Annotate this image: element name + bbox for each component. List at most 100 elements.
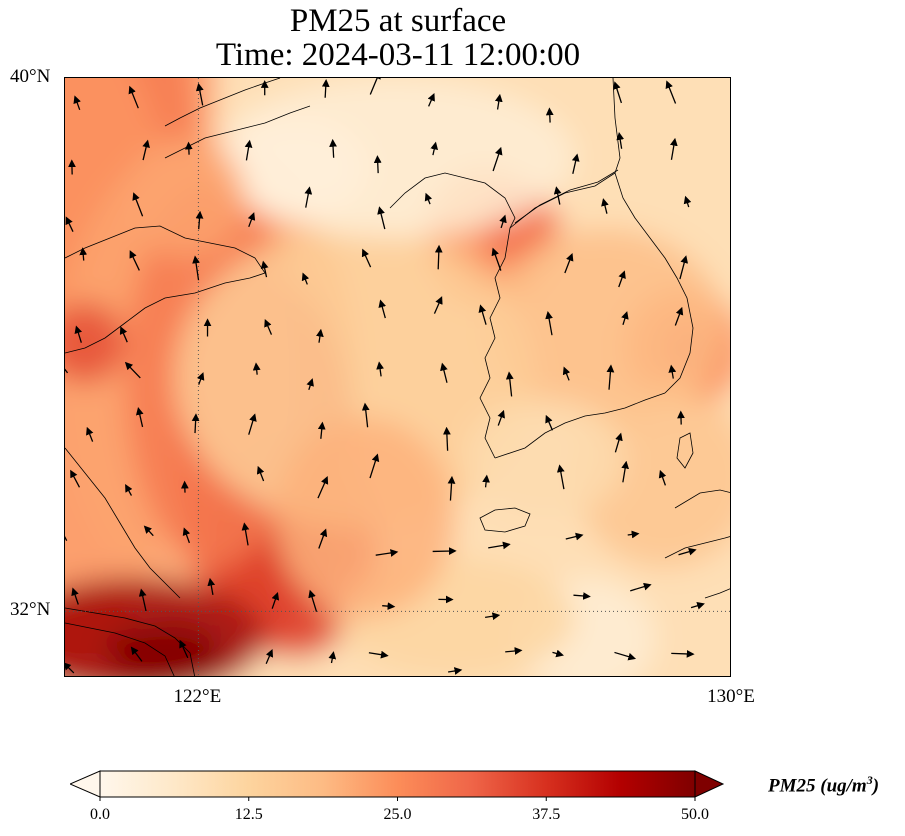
wind-arrow bbox=[553, 186, 562, 205]
wind-arrow bbox=[182, 527, 191, 544]
wind-arrow bbox=[606, 364, 615, 390]
wind-arrow bbox=[321, 79, 330, 98]
wind-arrow bbox=[497, 409, 505, 426]
wind-arrow bbox=[478, 304, 487, 325]
wind-arrow bbox=[375, 549, 399, 557]
colorbar-tick-label: 12.5 bbox=[234, 806, 263, 823]
wind-arrow bbox=[124, 361, 141, 379]
wind-arrow bbox=[264, 318, 273, 335]
wind-arrow bbox=[564, 252, 574, 274]
wind-arrow bbox=[195, 82, 204, 106]
wind-arrow bbox=[128, 85, 139, 109]
wind-arrow bbox=[614, 432, 623, 453]
wind-arrow bbox=[492, 146, 503, 172]
wind-arrow bbox=[674, 306, 684, 326]
wind-arrow bbox=[448, 667, 463, 675]
wind-arrow bbox=[668, 364, 677, 379]
colorbar-label: PM25 (ug/m3) bbox=[768, 773, 880, 797]
wind-arrow bbox=[447, 475, 456, 501]
pm25-blob bbox=[125, 138, 245, 258]
wind-arrow bbox=[135, 407, 144, 428]
wind-arrow bbox=[565, 532, 584, 541]
wind-arrow bbox=[627, 530, 640, 539]
coastline-segment bbox=[389, 172, 516, 229]
wind-arrow bbox=[378, 299, 387, 319]
wind-arrow bbox=[138, 588, 147, 612]
colorbar-tick-label: 0.0 bbox=[90, 806, 110, 823]
colorbar-tick-label: 50.0 bbox=[681, 806, 709, 823]
wind-arrow bbox=[265, 648, 274, 665]
wind-arrow bbox=[442, 426, 451, 451]
colorbar-tick-label: 37.5 bbox=[532, 806, 561, 823]
wind-arrow bbox=[377, 206, 386, 230]
coastline-segment bbox=[479, 227, 511, 459]
wind-arrow bbox=[494, 93, 503, 110]
colorbar bbox=[70, 770, 725, 801]
coastline-segment bbox=[65, 607, 196, 676]
wind-arrow bbox=[427, 92, 435, 107]
wind-arrow bbox=[613, 81, 623, 104]
wind-arrow bbox=[482, 474, 490, 488]
lat-label: 40°N bbox=[10, 66, 51, 87]
wind-arrow bbox=[143, 525, 154, 537]
wind-arrow bbox=[562, 366, 571, 381]
wind-arrow bbox=[86, 426, 94, 442]
wind-arrow bbox=[683, 195, 692, 208]
wind-arrow bbox=[382, 602, 396, 611]
wind-arrow bbox=[545, 107, 554, 123]
wind-arrow bbox=[260, 260, 269, 278]
wind-arrow bbox=[65, 662, 75, 674]
wind-vectors bbox=[65, 78, 705, 675]
wind-arrow bbox=[369, 78, 381, 95]
wind-arrow bbox=[317, 421, 326, 439]
pm25-blob bbox=[485, 228, 725, 428]
wind-arrow bbox=[318, 528, 328, 549]
coastline-segment bbox=[494, 392, 666, 459]
wind-arrow bbox=[556, 464, 565, 490]
wind-arrow bbox=[316, 328, 324, 343]
wind-arrow bbox=[65, 216, 74, 232]
wind-arrow bbox=[491, 247, 502, 271]
wind-arrow bbox=[614, 651, 637, 661]
wind-arrow bbox=[207, 577, 216, 595]
colorbar-tick-label: 25.0 bbox=[383, 806, 412, 823]
pm25-blob bbox=[175, 228, 535, 528]
wind-arrow bbox=[434, 244, 443, 270]
coastline-segment bbox=[479, 507, 531, 533]
wind-arrow bbox=[306, 378, 314, 391]
wind-arrow bbox=[70, 469, 81, 488]
wind-arrow bbox=[601, 198, 609, 214]
wind-arrow bbox=[271, 591, 280, 609]
title-line-2: Time: 2024-03-11 12:00:00 bbox=[215, 37, 581, 73]
wind-arrow bbox=[191, 413, 200, 434]
wind-arrow bbox=[678, 547, 697, 556]
colorbar-gradient bbox=[100, 771, 695, 797]
wind-arrow bbox=[196, 372, 205, 385]
wind-arrow bbox=[618, 270, 626, 288]
lat-label: 32°N bbox=[10, 599, 51, 621]
wind-arrow bbox=[129, 250, 140, 271]
lon-label: 122°E bbox=[173, 686, 222, 707]
wind-arrow bbox=[630, 582, 652, 592]
wind-arrow bbox=[368, 650, 389, 659]
wind-arrow bbox=[252, 362, 261, 375]
wind-arrow bbox=[621, 311, 629, 326]
lon-label: 130°E bbox=[707, 686, 755, 707]
wind-arrow bbox=[301, 272, 310, 285]
wind-arrow bbox=[616, 132, 625, 149]
wind-arrow bbox=[424, 192, 433, 205]
wind-arrow bbox=[192, 255, 200, 281]
map-panel bbox=[64, 77, 731, 677]
wind-arrow bbox=[244, 139, 253, 161]
wind-arrow bbox=[125, 484, 133, 496]
wind-arrow bbox=[671, 650, 695, 658]
wind-arrow bbox=[195, 210, 204, 230]
wind-arrow bbox=[65, 368, 69, 374]
wind-arrow bbox=[361, 248, 372, 268]
coastline-segment bbox=[614, 172, 694, 394]
wind-arrow bbox=[573, 592, 591, 600]
wind-arrow bbox=[130, 646, 143, 662]
wind-arrow bbox=[71, 587, 79, 605]
wind-arrow bbox=[74, 325, 83, 343]
wind-arrow bbox=[376, 361, 384, 377]
